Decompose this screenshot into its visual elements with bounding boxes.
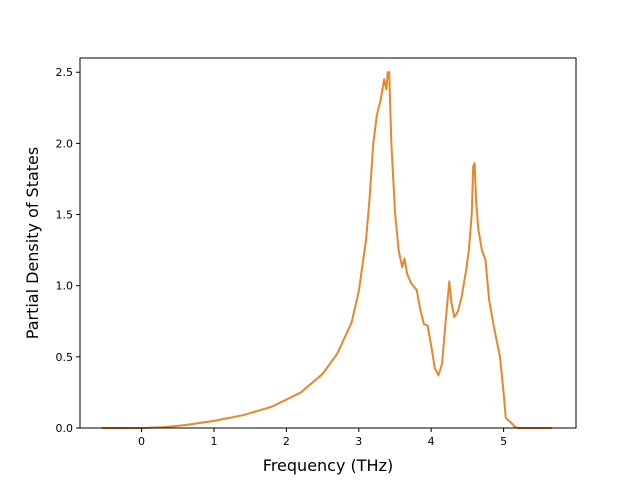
x-tick-label: 0	[138, 435, 145, 448]
x-axis-ticks: 0 1 2 3 4 5	[138, 428, 507, 448]
y-tick-label: 0.5	[56, 351, 74, 364]
y-tick-label: 0.0	[56, 422, 74, 435]
x-axis-label: Frequency (THz)	[263, 456, 393, 475]
y-tick-label: 2.0	[56, 137, 74, 150]
y-tick-label: 1.0	[56, 280, 74, 293]
y-tick-label: 1.5	[56, 209, 74, 222]
x-tick-label: 1	[210, 435, 217, 448]
y-tick-label: 2.5	[56, 66, 74, 79]
y-axis-ticks: 0.0 0.5 1.0 1.5 2.0 2.5	[56, 66, 80, 435]
x-tick-label: 3	[355, 435, 362, 448]
x-tick-label: 5	[500, 435, 507, 448]
x-tick-label: 4	[428, 435, 435, 448]
series-layer	[101, 71, 553, 429]
y-axis-label: Partial Density of States	[23, 147, 42, 339]
x-tick-label: 2	[283, 435, 290, 448]
series-line-0	[101, 71, 553, 429]
axes-frame	[79, 57, 577, 429]
